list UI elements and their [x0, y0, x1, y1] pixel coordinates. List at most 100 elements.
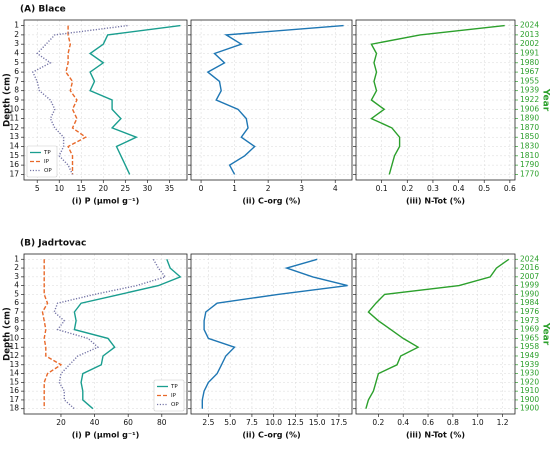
x-tick-label: 5.0: [224, 418, 236, 427]
legend-label: TP: [170, 384, 178, 390]
y2-tick-label: 2024: [520, 21, 539, 30]
y-tick-label: 13: [9, 132, 19, 141]
legend-label: OP: [171, 402, 179, 408]
x-tick-label: 0.6: [504, 184, 516, 193]
y2-tick-label: 2007: [520, 272, 539, 281]
x-tick-label: 10.0: [265, 418, 282, 427]
x-axis-label: (iii) N-Tot (%): [406, 431, 465, 440]
x-tick-label: 3: [299, 184, 304, 193]
y2-tick-label: 1991: [520, 48, 539, 57]
data-line: [41, 259, 63, 409]
data-line: [206, 24, 344, 175]
x-tick-label: 0.4: [453, 184, 465, 193]
y-tick-label: 8: [14, 316, 19, 325]
y2-tick-label: 1999: [520, 281, 539, 290]
data-line: [201, 258, 348, 409]
x-tick-label: 0.5: [478, 184, 490, 193]
legend-box: [26, 145, 58, 178]
plot-frame: [23, 19, 188, 181]
data-line: [73, 259, 182, 410]
x-tick-label: 1.0: [472, 418, 484, 427]
y2-tick-label: 1890: [520, 114, 539, 123]
y2-tick-label: 2024: [520, 254, 539, 263]
x-tick-label: 60: [123, 418, 133, 427]
y2-tick-label: 1770: [520, 169, 539, 178]
x-tick-label: 20: [56, 418, 66, 427]
y2-tick-label: 2002: [520, 39, 539, 48]
x-tick-label: 0.6: [422, 418, 434, 427]
x-tick-label: 2.5: [202, 418, 214, 427]
legend-label: TP: [43, 150, 51, 156]
x-axis-label: (ii) C-org (%): [242, 197, 300, 206]
x-tick-label: 0.1: [376, 184, 388, 193]
y-tick-label: 15: [9, 151, 19, 160]
data-line: [88, 24, 181, 175]
y-tick-label: 3: [14, 272, 19, 281]
data-line: [65, 25, 88, 175]
y-tick-label: 5: [14, 58, 19, 67]
y2-tick-label: 1939: [520, 86, 539, 95]
panel-title: (B) Jadrtovac: [20, 239, 86, 249]
plot-frame: [190, 19, 353, 181]
y-tick-label: 2: [14, 263, 19, 272]
plot-frame: [355, 19, 516, 181]
x-tick-label: 12.5: [287, 418, 304, 427]
x-tick-label: 7.5: [246, 418, 258, 427]
legend-label: IP: [44, 159, 50, 165]
x-tick-label: 35: [165, 184, 175, 193]
y-tick-label: 15: [9, 377, 19, 386]
y-axis-label: Depth (cm): [3, 307, 13, 361]
y-tick-label: 16: [9, 386, 19, 395]
y-tick-label: 18: [9, 404, 19, 413]
y2-tick-label: 1900: [520, 404, 539, 413]
panel-title: (A) Blace: [20, 5, 66, 15]
y2-tick-label: 1870: [520, 123, 539, 132]
x-axis-label: (i) P (µmol g⁻¹): [72, 197, 140, 206]
y-tick-label: 17: [9, 169, 19, 178]
y2-tick-label: 1976: [520, 307, 539, 316]
y2-tick-label: 1790: [520, 160, 539, 169]
y-tick-label: 12: [9, 351, 19, 360]
y-axis-label: Depth (cm): [3, 73, 13, 127]
y2-tick-label: 1810: [520, 151, 539, 160]
y2-tick-label: 2016: [520, 263, 539, 272]
x-axis-label: (ii) C-org (%): [242, 431, 300, 440]
legend: TP IP OP: [153, 379, 185, 412]
y-tick-label: 4: [14, 48, 19, 57]
x-tick-label: 0.2: [372, 418, 384, 427]
y-tick-label: 7: [14, 307, 19, 316]
y2-tick-label: 2013: [520, 30, 539, 39]
x-tick-label: 0.3: [427, 184, 439, 193]
y2-tick-label: 1967: [520, 67, 539, 76]
x-tick-label: 2: [266, 184, 271, 193]
x-tick-label: 15.0: [309, 418, 326, 427]
x-tick-label: 0.8: [447, 418, 459, 427]
y-tick-label: 16: [9, 160, 19, 169]
y-tick-label: 11: [9, 342, 19, 351]
y-tick-label: 1: [14, 254, 19, 263]
y-tick-label: 3: [14, 39, 19, 48]
y2-tick-label: 1910: [520, 386, 539, 395]
legend-label: OP: [44, 168, 52, 174]
y-tick-label: 14: [9, 369, 19, 378]
y2-tick-label: 1900: [520, 395, 539, 404]
y2-tick-label: 1930: [520, 369, 539, 378]
y2-tick-label: 1984: [520, 298, 539, 307]
y2-tick-label: 1922: [520, 95, 539, 104]
legend: TP IP OP: [26, 145, 58, 178]
y2-tick-label: 1973: [520, 316, 539, 325]
x-axis-label: (i) P (µmol g⁻¹): [72, 431, 140, 440]
y2-axis-label: Year: [541, 322, 550, 346]
y2-tick-label: 1965: [520, 333, 539, 342]
y2-tick-label: 1990: [520, 289, 539, 298]
y2-axis-label: Year: [541, 88, 550, 112]
x-tick-label: 40: [90, 418, 100, 427]
y2-tick-label: 1939: [520, 360, 539, 369]
data-line: [370, 24, 505, 175]
x-tick-label: 30: [143, 184, 153, 193]
y-tick-label: 14: [9, 142, 19, 151]
x-tick-label: 0.2: [401, 184, 413, 193]
y-tick-label: 5: [14, 289, 19, 298]
y-tick-label: 1: [14, 21, 19, 30]
